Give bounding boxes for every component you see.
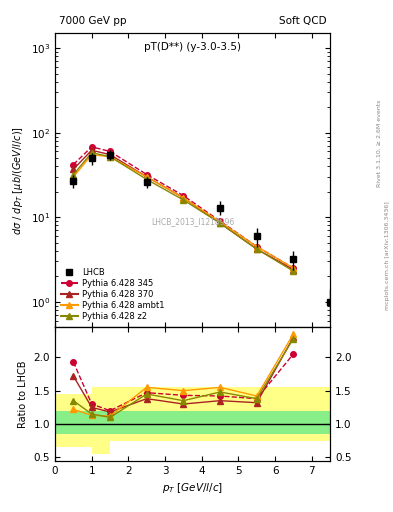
Pythia 6.428 345: [108, 148, 112, 155]
Pythia 6.428 z2: [218, 220, 222, 226]
Pythia 6.428 345: [144, 172, 149, 178]
Pythia 6.428 z2: [108, 154, 112, 160]
Pythia 6.428 370: [218, 220, 222, 226]
Text: LHCB_2013_I1218996: LHCB_2013_I1218996: [151, 217, 234, 226]
Pythia 6.428 370: [291, 267, 296, 273]
X-axis label: $p_T\ [GeV/l/c]$: $p_T\ [GeV/l/c]$: [162, 481, 223, 495]
Pythia 6.428 345: [181, 193, 186, 199]
Pythia 6.428 z2: [144, 176, 149, 182]
Text: pT(D**) (y-3.0-3.5): pT(D**) (y-3.0-3.5): [144, 42, 241, 52]
Pythia 6.428 370: [254, 246, 259, 252]
Pythia 6.428 345: [254, 244, 259, 250]
Legend: LHCB, Pythia 6.428 345, Pythia 6.428 370, Pythia 6.428 ambt1, Pythia 6.428 z2: LHCB, Pythia 6.428 345, Pythia 6.428 370…: [59, 266, 166, 323]
Text: 7000 GeV pp: 7000 GeV pp: [59, 15, 127, 26]
Text: Rivet 3.1.10, ≥ 2.6M events: Rivet 3.1.10, ≥ 2.6M events: [377, 100, 382, 187]
Text: Soft QCD: Soft QCD: [279, 15, 326, 26]
Pythia 6.428 345: [71, 161, 76, 167]
Line: Pythia 6.428 345: Pythia 6.428 345: [71, 144, 296, 271]
Pythia 6.428 345: [291, 265, 296, 271]
Pythia 6.428 ambt1: [89, 152, 94, 158]
Pythia 6.428 345: [89, 144, 94, 150]
Pythia 6.428 370: [89, 147, 94, 153]
Pythia 6.428 370: [181, 195, 186, 201]
Pythia 6.428 ambt1: [254, 244, 259, 250]
Y-axis label: $d\sigma\ /\ dp_T\ [\mu b/(GeV/l/c)]$: $d\sigma\ /\ dp_T\ [\mu b/(GeV/l/c)]$: [11, 126, 25, 234]
Pythia 6.428 345: [218, 218, 222, 224]
Pythia 6.428 ambt1: [218, 219, 222, 225]
Pythia 6.428 370: [71, 166, 76, 172]
Pythia 6.428 ambt1: [108, 154, 112, 160]
Pythia 6.428 ambt1: [144, 174, 149, 180]
Pythia 6.428 z2: [89, 150, 94, 156]
Pythia 6.428 ambt1: [71, 174, 76, 180]
Pythia 6.428 z2: [254, 246, 259, 252]
Pythia 6.428 370: [144, 174, 149, 180]
Y-axis label: Ratio to LHCB: Ratio to LHCB: [18, 360, 28, 428]
Line: Pythia 6.428 z2: Pythia 6.428 z2: [71, 150, 296, 274]
Pythia 6.428 z2: [181, 197, 186, 203]
Pythia 6.428 ambt1: [181, 195, 186, 201]
Pythia 6.428 z2: [71, 172, 76, 178]
Pythia 6.428 370: [108, 152, 112, 158]
Line: Pythia 6.428 ambt1: Pythia 6.428 ambt1: [71, 152, 296, 271]
Pythia 6.428 ambt1: [291, 265, 296, 271]
Pythia 6.428 z2: [291, 268, 296, 274]
Text: mcplots.cern.ch [arXiv:1306.3436]: mcplots.cern.ch [arXiv:1306.3436]: [385, 202, 389, 310]
Line: Pythia 6.428 370: Pythia 6.428 370: [71, 147, 296, 272]
